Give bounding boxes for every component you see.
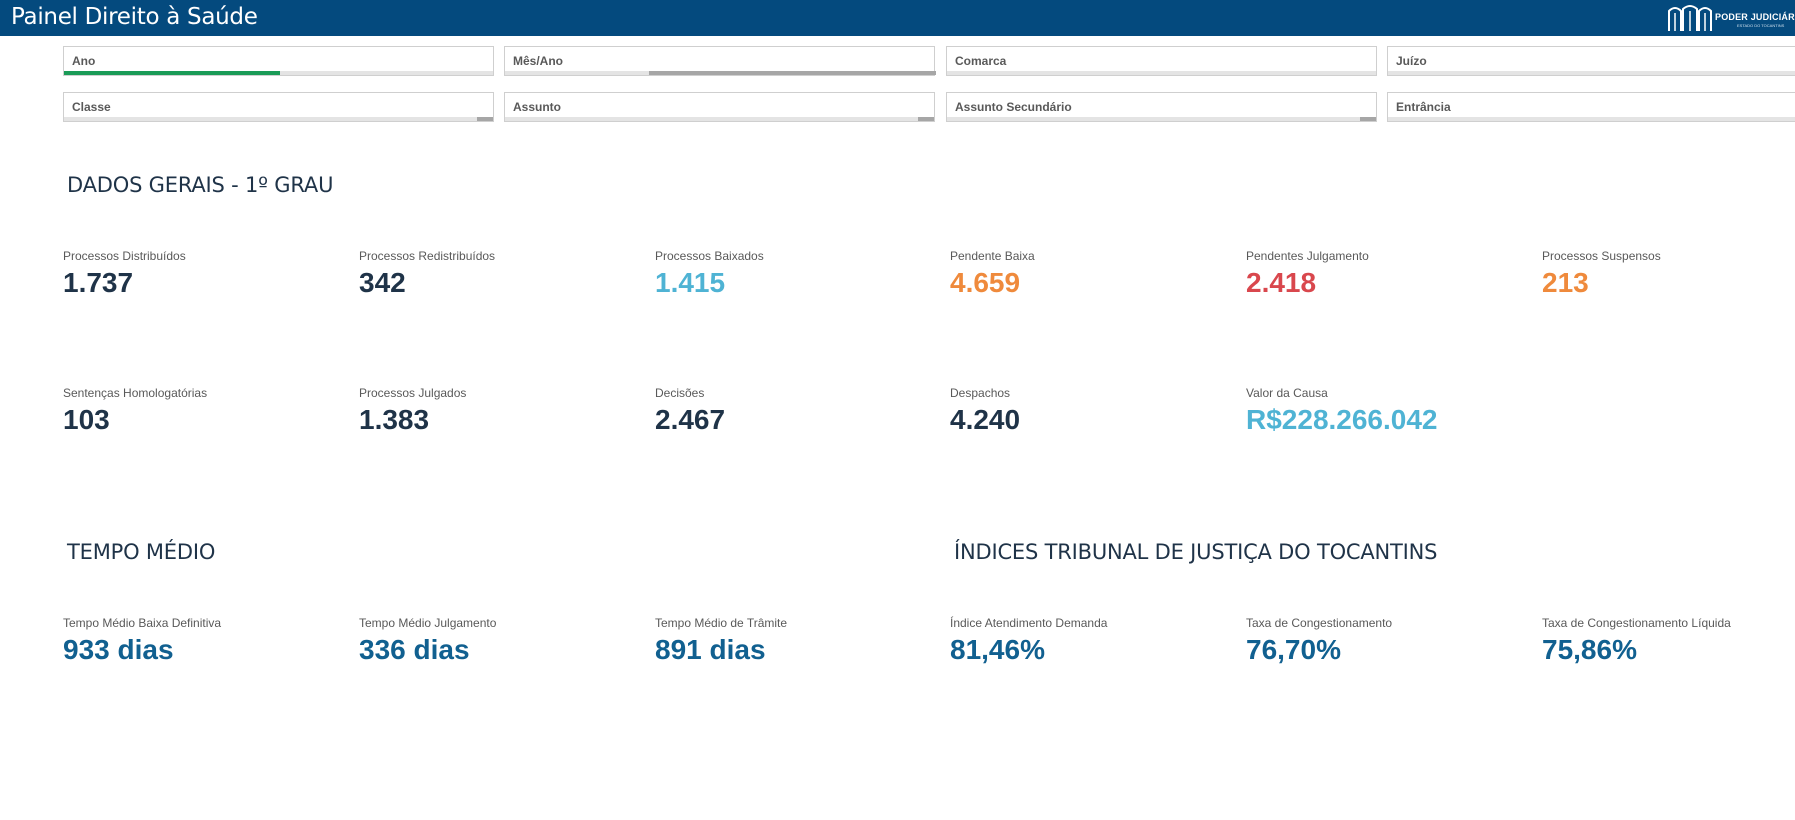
scrollbar-thumb[interactable] xyxy=(477,117,493,121)
scrollbar-thumb[interactable] xyxy=(1360,117,1376,121)
kpi-value: 891 dias xyxy=(655,634,766,665)
kpi-processos-redistribuidos: Processos Redistribuídos 342 xyxy=(359,249,639,299)
logo-subtext: ESTADO DO TOCANTINS xyxy=(1737,23,1785,28)
filter-label: Mês/Ano xyxy=(513,54,564,68)
selection-bar xyxy=(1388,71,1795,75)
kpi-label: Taxa de Congestionamento xyxy=(1246,616,1393,630)
kpi-label: Processos Distribuídos xyxy=(63,249,186,263)
kpi-tempo-julgamento: Tempo Médio Julgamento 336 dias xyxy=(359,616,639,666)
kpi-value: 4.659 xyxy=(950,267,1021,298)
selection-bar-fill xyxy=(64,71,280,75)
kpi-label: Decisões xyxy=(655,386,705,400)
kpi-value: 1.737 xyxy=(63,267,134,298)
filter-comarca[interactable]: Comarca xyxy=(946,46,1377,76)
scrollbar-thumb[interactable] xyxy=(918,117,934,121)
kpi-value: R$228.266.042 xyxy=(1246,404,1438,435)
kpi-tempo-tramite: Tempo Médio de Trâmite 891 dias xyxy=(655,616,935,666)
kpi-label: Sentenças Homologatórias xyxy=(63,386,208,400)
kpi-label: Taxa de Congestionamento Líquida xyxy=(1542,616,1731,630)
kpi-value: 76,70% xyxy=(1246,634,1341,665)
kpi-pendente-baixa: Pendente Baixa 4.659 xyxy=(950,249,1230,299)
selection-bar-fill xyxy=(649,71,936,75)
filter-entrancia[interactable]: Entrância xyxy=(1387,92,1795,122)
selection-bar xyxy=(64,71,493,75)
filter-label: Comarca xyxy=(955,54,1007,68)
kpi-value: 1.383 xyxy=(359,404,430,435)
filter-mes-ano[interactable]: Mês/Ano xyxy=(504,46,936,76)
scrollbar[interactable] xyxy=(64,117,493,121)
logo-text: PODER JUDICIÁRIO xyxy=(1715,12,1795,22)
kpi-label: Processos Julgados xyxy=(359,386,467,400)
kpi-taxa-congestionamento: Taxa de Congestionamento 76,70% xyxy=(1246,616,1526,666)
kpi-value: 933 dias xyxy=(63,634,174,665)
kpi-value: 2.418 xyxy=(1246,267,1317,298)
columns-icon xyxy=(1668,5,1712,31)
kpi-label: Processos Redistribuídos xyxy=(359,249,496,263)
scrollbar[interactable] xyxy=(505,117,934,121)
filter-classe[interactable]: Classe xyxy=(63,92,494,122)
filter-label: Assunto Secundário xyxy=(955,100,1072,114)
kpi-value: 75,86% xyxy=(1542,634,1637,665)
kpi-value: 2.467 xyxy=(655,404,726,435)
kpi-value: 81,46% xyxy=(950,634,1045,665)
kpi-processos-suspensos: Processos Suspensos 213 xyxy=(1542,249,1792,299)
kpi-despachos: Despachos 4.240 xyxy=(950,386,1230,436)
filter-label: Entrância xyxy=(1396,100,1451,114)
kpi-label: Despachos xyxy=(950,386,1011,400)
top-header-bar: Painel Direito à Saúde PODER JUDICIÁRIO … xyxy=(0,0,1795,36)
kpi-value: 1.415 xyxy=(655,267,726,298)
kpi-sentencas-homologatorias: Sentenças Homologatórias 103 xyxy=(63,386,343,436)
kpi-value: 342 xyxy=(359,267,406,298)
selection-bar xyxy=(505,71,936,75)
kpi-tempo-baixa-definitiva: Tempo Médio Baixa Definitiva 933 dias xyxy=(63,616,343,666)
kpi-label: Pendente Baixa xyxy=(950,249,1035,263)
kpi-valor-da-causa: Valor da Causa R$228.266.042 xyxy=(1246,386,1566,436)
kpi-decisoes: Decisões 2.467 xyxy=(655,386,935,436)
kpi-pendentes-julgamento: Pendentes Julgamento 2.418 xyxy=(1246,249,1526,299)
kpi-label: Processos Baixados xyxy=(655,249,764,263)
section-title-general: DADOS GERAIS - 1º GRAU xyxy=(67,173,334,197)
filter-label: Assunto xyxy=(513,100,561,114)
filter-juizo[interactable]: Juízo xyxy=(1387,46,1795,76)
filter-assunto[interactable]: Assunto xyxy=(504,92,935,122)
kpi-label: Tempo Médio Baixa Definitiva xyxy=(63,616,222,630)
kpi-value: 213 xyxy=(1542,267,1589,298)
kpi-value: 103 xyxy=(63,404,110,435)
section-title-time: TEMPO MÉDIO xyxy=(67,540,216,564)
filter-label: Classe xyxy=(72,100,111,114)
kpi-processos-distribuidos: Processos Distribuídos 1.737 xyxy=(63,249,343,299)
kpi-label: Pendentes Julgamento xyxy=(1246,249,1369,263)
kpi-value: 4.240 xyxy=(950,404,1021,435)
kpi-label: Valor da Causa xyxy=(1246,386,1328,400)
section-title-indices: ÍNDICES TRIBUNAL DE JUSTIÇA DO TOCANTINS xyxy=(954,540,1438,564)
kpi-label: Tempo Médio Julgamento xyxy=(359,616,497,630)
kpi-processos-julgados: Processos Julgados 1.383 xyxy=(359,386,639,436)
filter-label: Juízo xyxy=(1396,54,1427,68)
kpi-processos-baixados: Processos Baixados 1.415 xyxy=(655,249,935,299)
selection-bar xyxy=(1388,117,1795,121)
selection-bar xyxy=(947,71,1376,75)
scrollbar[interactable] xyxy=(947,117,1376,121)
kpi-value: 336 dias xyxy=(359,634,470,665)
kpi-label: Tempo Médio de Trâmite xyxy=(655,616,788,630)
filter-ano[interactable]: Ano xyxy=(63,46,494,76)
kpi-indice-atendimento: Índice Atendimento Demanda 81,46% xyxy=(950,616,1230,666)
kpi-label: Processos Suspensos xyxy=(1542,249,1661,263)
app-title: Painel Direito à Saúde xyxy=(11,4,258,30)
filter-assunto-secundario[interactable]: Assunto Secundário xyxy=(946,92,1377,122)
court-logo: PODER JUDICIÁRIO ESTADO DO TOCANTINS xyxy=(1667,2,1795,34)
kpi-taxa-congestionamento-liquida: Taxa de Congestionamento Líquida 75,86% xyxy=(1542,616,1792,666)
filter-label: Ano xyxy=(72,54,96,68)
kpi-label: Índice Atendimento Demanda xyxy=(950,616,1108,630)
